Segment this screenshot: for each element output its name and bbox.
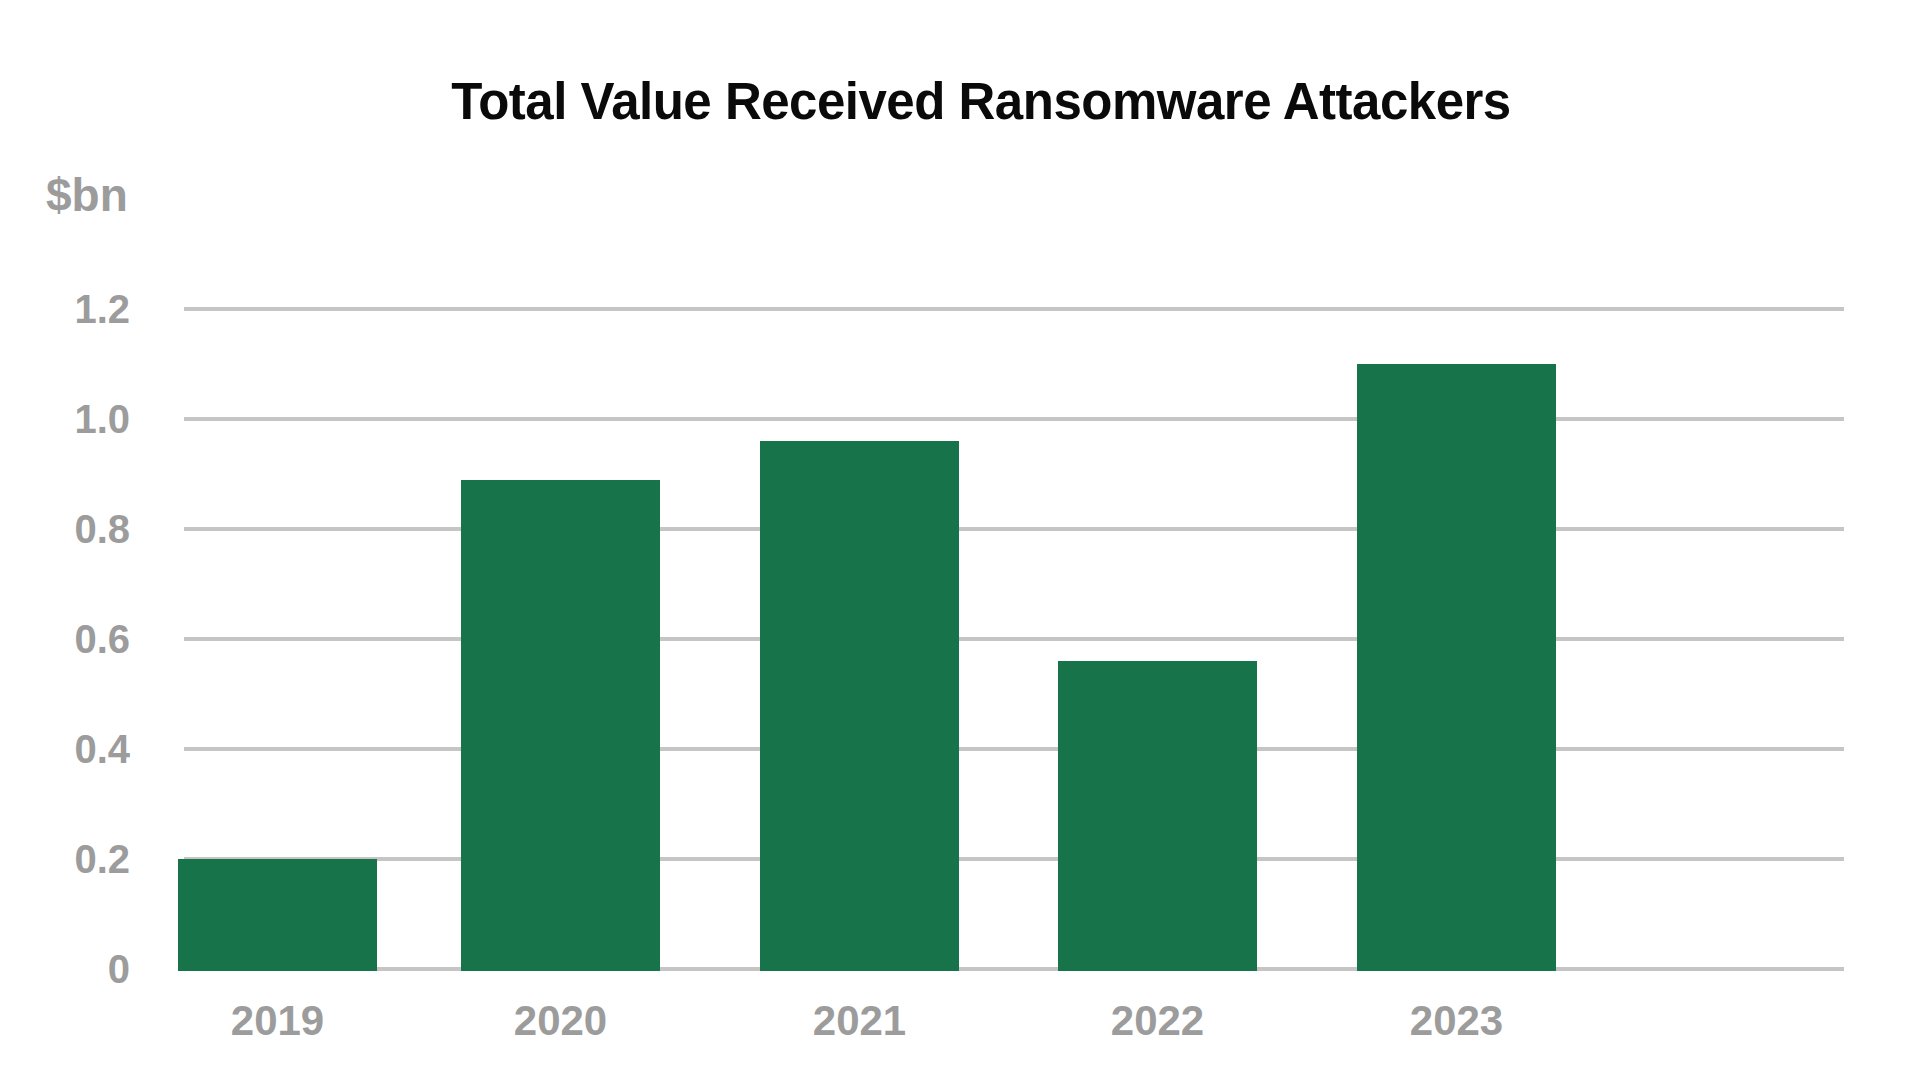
x-tick-label-2019: 2019 [178, 1000, 378, 1042]
y-tick-label-0: 0 [0, 945, 130, 993]
chart-title: Total Value Received Ransomware Attacker… [21, 76, 1920, 127]
y-tick-label-0.8: 0.8 [0, 505, 130, 553]
gridline-0 [184, 967, 1844, 971]
gridline-1.0 [184, 417, 1844, 421]
y-tick-label-1.2: 1.2 [0, 285, 130, 333]
y-axis-unit-label: $bn [46, 172, 128, 218]
y-tick-label-1.0: 1.0 [0, 395, 130, 443]
bar-2023 [1357, 364, 1556, 971]
bar-2020 [461, 480, 660, 972]
bar-2022 [1058, 661, 1257, 971]
gridline-1.2 [184, 307, 1844, 311]
y-tick-label-0.6: 0.6 [0, 615, 130, 663]
bar-2019 [178, 859, 377, 971]
gridline-0.6 [184, 637, 1844, 641]
x-tick-label-2020: 2020 [461, 1000, 661, 1042]
bar-2021 [760, 441, 959, 971]
y-tick-label-0.2: 0.2 [0, 835, 130, 883]
y-tick-label-0.4: 0.4 [0, 725, 130, 773]
gridline-0.4 [184, 747, 1844, 751]
gridline-0.2 [184, 857, 1844, 861]
x-tick-label-2023: 2023 [1357, 1000, 1557, 1042]
x-tick-label-2022: 2022 [1058, 1000, 1258, 1042]
gridline-0.8 [184, 527, 1844, 531]
x-tick-label-2021: 2021 [760, 1000, 960, 1042]
ransomware-bar-chart: Total Value Received Ransomware Attacker… [0, 0, 1920, 1080]
